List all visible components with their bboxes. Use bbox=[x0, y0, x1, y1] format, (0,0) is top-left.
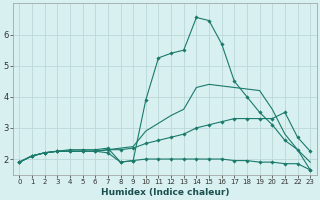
X-axis label: Humidex (Indice chaleur): Humidex (Indice chaleur) bbox=[100, 188, 229, 197]
